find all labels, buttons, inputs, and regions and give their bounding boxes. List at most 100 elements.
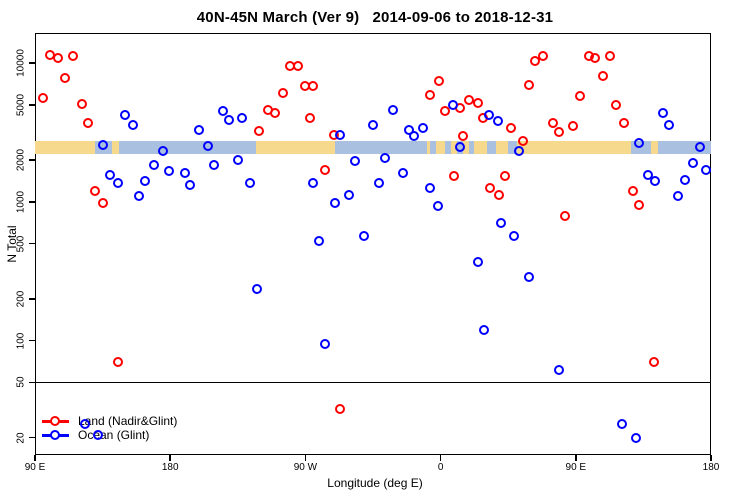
y-tick-label: 100 — [15, 332, 27, 350]
x-tick-label: 90 E — [24, 462, 46, 473]
data-point-ocean — [112, 178, 123, 189]
x-tick-label: 90 W — [293, 462, 318, 473]
data-point-land — [548, 118, 559, 129]
y-tick-label: 500 — [15, 235, 27, 253]
data-point-ocean — [127, 120, 138, 131]
data-point-ocean — [307, 178, 318, 189]
surface-band-segment-ocean — [469, 140, 474, 155]
data-point-ocean — [217, 106, 228, 117]
data-point-land — [590, 52, 601, 63]
data-point-ocean — [425, 183, 436, 194]
plot-area — [35, 33, 711, 455]
data-point-land — [52, 52, 63, 63]
reference-line — [35, 381, 711, 384]
data-point-ocean — [398, 168, 409, 179]
data-point-ocean — [93, 429, 104, 440]
surface-band-segment-ocean — [430, 140, 437, 155]
data-point-ocean — [455, 141, 466, 152]
data-point-ocean — [202, 141, 213, 152]
data-point-land — [633, 200, 644, 211]
data-point-ocean — [630, 432, 641, 443]
data-point-ocean — [417, 123, 428, 134]
surface-band-segment-ocean — [445, 140, 452, 155]
data-point-ocean — [663, 120, 674, 131]
data-point-ocean — [343, 190, 354, 201]
legend-label-land: Land (Nadir&Glint) — [78, 414, 178, 428]
data-point-ocean — [432, 200, 443, 211]
ocean-series-symbol-icon — [42, 430, 69, 440]
data-point-ocean — [237, 113, 248, 124]
data-point-ocean — [680, 175, 691, 186]
y-tick-label: 2000 — [15, 149, 27, 172]
data-point-ocean — [105, 170, 116, 181]
data-point-land — [334, 404, 345, 415]
data-point-land — [112, 357, 123, 368]
data-point-land — [76, 98, 87, 109]
data-point-ocean — [495, 218, 506, 229]
surface-band-segment-land — [35, 140, 96, 155]
data-point-ocean — [492, 116, 503, 127]
data-point-ocean — [650, 176, 661, 187]
data-point-land — [440, 106, 451, 117]
data-point-ocean — [509, 231, 520, 242]
data-point-ocean — [319, 338, 330, 349]
x-tick — [710, 455, 712, 461]
data-point-ocean — [163, 166, 174, 177]
surface-band-segment-ocean — [335, 140, 428, 155]
surface-band-segment-ocean — [508, 140, 518, 155]
data-point-land — [253, 126, 264, 137]
data-point-land — [434, 76, 445, 87]
data-point-ocean — [148, 160, 159, 171]
x-axis-title: Longitude (deg E) — [327, 476, 423, 490]
y-tick — [29, 104, 35, 106]
data-point-land — [82, 118, 93, 129]
data-point-land — [597, 71, 608, 82]
data-point-land — [319, 165, 330, 176]
data-point-ocean — [483, 110, 494, 121]
data-point-ocean — [184, 180, 195, 191]
data-point-land — [518, 136, 529, 147]
data-point-ocean — [97, 140, 108, 151]
x-tick-label: 180 — [702, 462, 720, 473]
data-point-land — [575, 91, 586, 102]
x-tick — [439, 455, 442, 461]
data-point-ocean — [687, 158, 698, 169]
data-point-land — [270, 108, 281, 119]
data-point-land — [567, 121, 578, 132]
data-point-ocean — [330, 198, 341, 209]
data-point-ocean — [193, 125, 204, 136]
data-point-land — [524, 80, 535, 91]
data-point-ocean — [473, 257, 484, 268]
y-tick-label: 20 — [15, 432, 27, 444]
data-point-ocean — [252, 284, 263, 295]
y-tick — [29, 298, 35, 300]
data-point-ocean — [701, 165, 712, 176]
data-point-land — [648, 357, 659, 368]
data-point-land — [292, 61, 303, 72]
x-tick — [304, 455, 307, 461]
data-point-ocean — [120, 110, 131, 121]
surface-band-segment-land — [650, 140, 659, 155]
legend-label-ocean: Ocean (Glint) — [78, 428, 150, 442]
data-point-land — [500, 171, 511, 182]
data-point-ocean — [180, 168, 191, 179]
data-point-land — [473, 98, 484, 109]
data-point-ocean — [380, 153, 391, 164]
data-point-land — [485, 183, 496, 194]
data-point-ocean — [447, 100, 458, 111]
legend-item-land: Land (Nadir&Glint) — [42, 414, 177, 428]
data-point-ocean — [157, 146, 168, 157]
data-point-ocean — [672, 191, 683, 202]
data-point-ocean — [208, 160, 219, 171]
data-point-ocean — [358, 231, 369, 242]
data-point-ocean — [133, 191, 144, 202]
data-point-land — [611, 100, 622, 111]
surface-band-segment-land — [111, 140, 120, 155]
x-tick-label: 180 — [161, 462, 179, 473]
x-tick — [169, 455, 171, 461]
data-point-land — [37, 93, 48, 104]
data-point-land — [90, 186, 101, 197]
data-point-ocean — [554, 365, 565, 376]
land-series-symbol-icon — [42, 416, 69, 426]
